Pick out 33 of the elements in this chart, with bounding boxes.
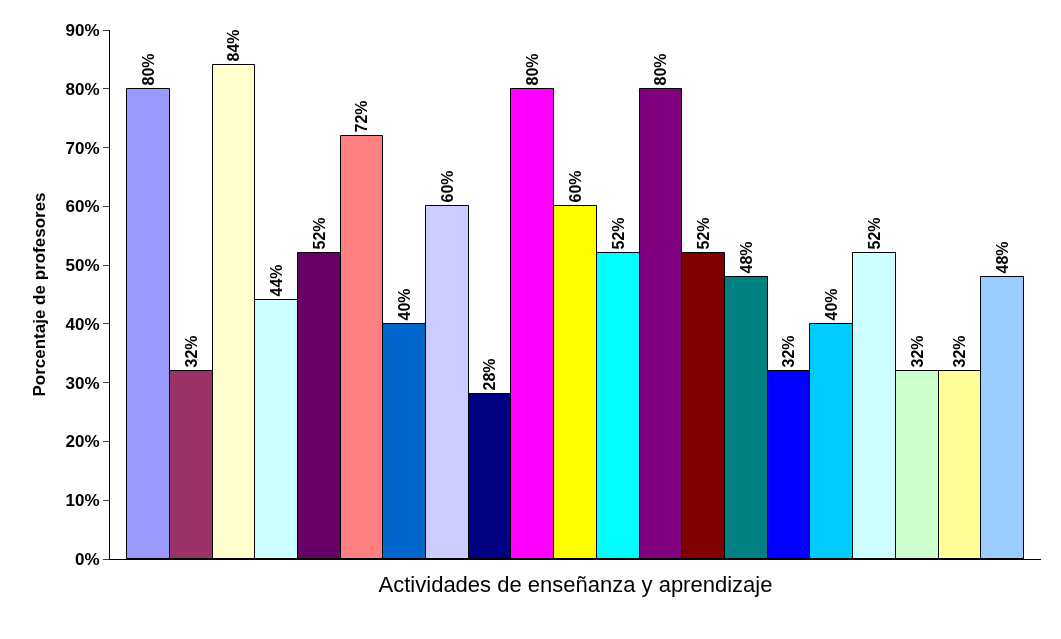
data-label: 80%: [652, 53, 669, 86]
x-axis-title: Actividades de enseñanza y aprendizaje: [378, 572, 773, 598]
y-tick-label: 10%: [65, 491, 100, 511]
y-tick-label: 40%: [65, 314, 100, 334]
data-label: 84%: [225, 29, 242, 62]
data-label: 32%: [951, 335, 968, 368]
data-label: 52%: [310, 217, 328, 250]
y-tick-label: 50%: [65, 256, 100, 276]
data-label: 60%: [438, 170, 456, 203]
data-label: 80%: [523, 53, 541, 86]
y-tick-label: 30%: [65, 373, 100, 393]
y-tick-label: 20%: [65, 432, 100, 452]
data-label: 40%: [395, 288, 413, 321]
data-label: 48%: [737, 241, 755, 274]
y-tick-label: 0%: [75, 549, 100, 569]
data-label: 48%: [993, 241, 1011, 274]
data-label: 40%: [822, 288, 840, 321]
data-label: 52%: [694, 217, 712, 250]
data-label: 60%: [566, 170, 584, 203]
y-tick-label: 60%: [65, 197, 100, 217]
data-label: 32%: [908, 335, 926, 368]
y-axis-title: Porcentaje de profesores: [30, 192, 50, 397]
data-label: 44%: [267, 264, 285, 297]
data-label: 52%: [865, 217, 883, 250]
data-label: 32%: [780, 335, 797, 368]
y-tick-label: 70%: [65, 138, 100, 158]
y-tick-label: 80%: [65, 79, 100, 99]
data-label: 72%: [353, 100, 370, 133]
data-label: 28%: [481, 358, 498, 391]
data-label: 52%: [609, 217, 627, 250]
y-tick-label: 90%: [65, 20, 100, 40]
data-label: 80%: [139, 53, 157, 86]
data-label: 32%: [182, 335, 200, 368]
